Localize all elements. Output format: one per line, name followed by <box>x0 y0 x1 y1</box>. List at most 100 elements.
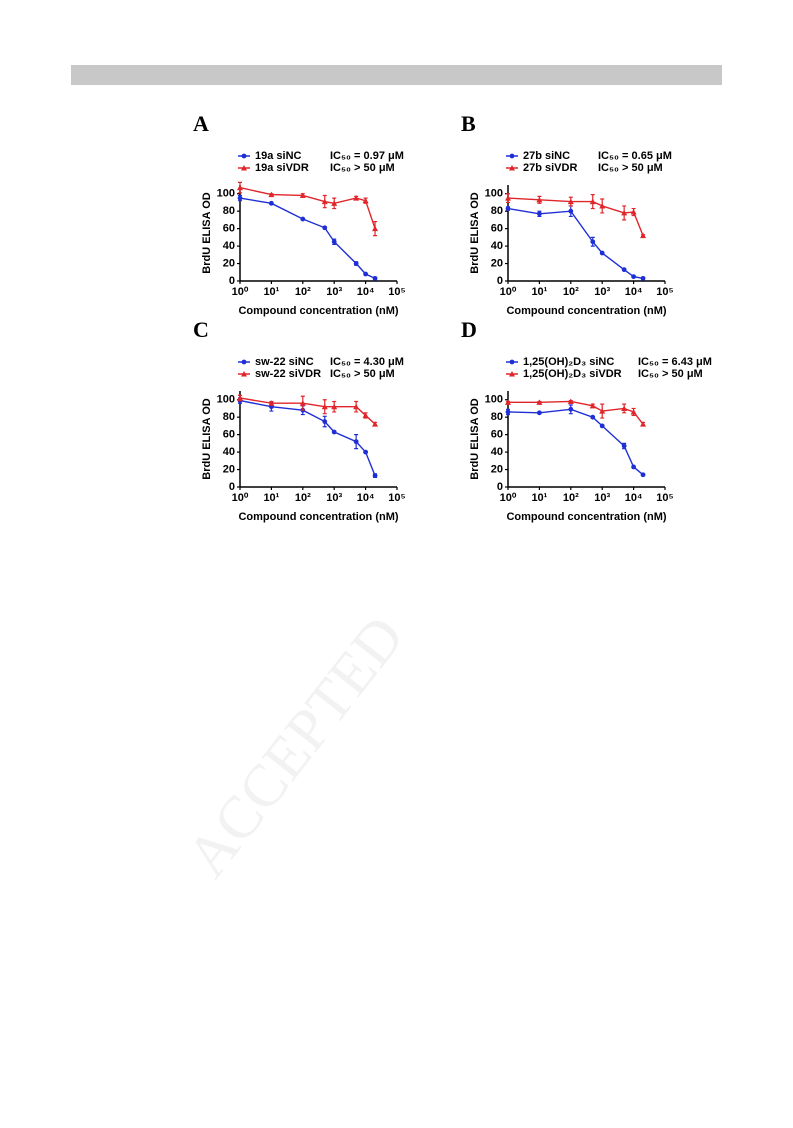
y-tick-label: 20 <box>491 257 503 269</box>
data-point <box>631 464 636 470</box>
data-point <box>353 403 360 410</box>
data-point <box>640 275 646 281</box>
y-tick-label: 100 <box>217 188 235 200</box>
legend-ic50: IC₅₀ = 6.43 μM <box>638 356 712 368</box>
data-point <box>599 202 606 209</box>
legend-ic50: IC₅₀ = 0.97 μM <box>330 150 404 162</box>
data-point <box>509 153 515 159</box>
y-axis-label: BrdU ELISA OD <box>201 192 213 274</box>
x-tick-label: 10⁵ <box>388 286 405 298</box>
legend-ic50: IC₅₀ = 0.65 μM <box>598 150 672 162</box>
y-tick-label: 80 <box>491 205 503 217</box>
data-point <box>537 410 542 416</box>
y-tick-label: 60 <box>223 429 235 441</box>
data-point <box>509 371 515 377</box>
data-point <box>353 439 359 445</box>
y-tick-label: 40 <box>223 446 235 458</box>
y-tick-label: 40 <box>491 446 503 458</box>
y-tick-label: 80 <box>223 205 235 217</box>
data-point <box>505 195 511 201</box>
data-point <box>631 274 636 280</box>
x-tick-label: 10¹ <box>263 492 279 504</box>
data-point <box>331 239 337 245</box>
data-point <box>640 232 647 239</box>
y-tick-label: 0 <box>229 481 235 493</box>
x-tick-label: 10⁵ <box>388 492 405 504</box>
data-point <box>241 359 247 365</box>
x-tick-label: 10⁵ <box>656 492 673 504</box>
x-axis-label: Compound concentration (nM) <box>238 305 398 317</box>
legend-label: 19a siNC <box>255 150 302 162</box>
data-point <box>362 412 369 418</box>
data-point <box>630 408 637 415</box>
y-tick-label: 0 <box>229 275 235 287</box>
data-point <box>599 408 606 414</box>
x-tick-label: 10² <box>295 492 311 504</box>
data-point <box>590 239 596 245</box>
data-point <box>299 400 306 406</box>
x-tick-label: 10² <box>295 286 311 298</box>
legend-label: 1,25(OH)₂D₃ siNC <box>523 356 614 368</box>
data-point <box>237 195 243 201</box>
y-axis-label: BrdU ELISA OD <box>201 398 213 480</box>
data-point <box>322 419 328 424</box>
data-point <box>241 371 247 377</box>
y-tick-label: 60 <box>491 429 503 441</box>
data-point <box>536 196 543 203</box>
y-tick-label: 40 <box>223 240 235 252</box>
x-tick-label: 10⁰ <box>500 286 517 298</box>
data-point <box>241 165 247 171</box>
data-point <box>299 192 306 198</box>
data-point <box>621 267 627 273</box>
legend-label: 27b siNC <box>523 150 570 162</box>
data-point <box>536 399 543 405</box>
data-point <box>241 153 247 159</box>
data-point <box>372 225 379 232</box>
y-tick-label: 100 <box>485 188 503 200</box>
data-point <box>505 409 511 415</box>
x-tick-label: 10⁴ <box>357 286 375 298</box>
data-point <box>237 394 243 401</box>
data-point <box>269 200 274 206</box>
data-point <box>372 421 379 427</box>
y-tick-label: 80 <box>491 411 503 423</box>
legend-ic50: IC₅₀ > 50 μM <box>330 368 395 380</box>
legend-ic50: IC₅₀ > 50 μM <box>638 368 703 380</box>
watermark: ACCEPTED <box>174 604 417 889</box>
data-point <box>363 449 368 455</box>
y-tick-label: 100 <box>485 394 503 406</box>
legend-label: sw-22 siVDR <box>255 368 321 380</box>
series-line <box>239 397 376 425</box>
legend-label: 27b siVDR <box>523 162 577 174</box>
data-point <box>630 209 637 215</box>
data-point <box>300 216 306 222</box>
y-tick-label: 60 <box>223 223 235 235</box>
data-point <box>372 275 378 281</box>
x-tick-label: 10⁴ <box>625 492 643 504</box>
data-point <box>567 398 574 404</box>
x-tick-label: 10³ <box>326 492 342 504</box>
x-tick-label: 10⁰ <box>500 492 517 504</box>
y-tick-label: 20 <box>223 463 235 475</box>
y-tick-label: 0 <box>497 481 503 493</box>
data-point <box>372 473 378 479</box>
y-tick-label: 0 <box>497 275 503 287</box>
data-point <box>621 209 628 216</box>
x-axis-label: Compound concentration (nM) <box>238 511 398 523</box>
data-point <box>567 198 574 205</box>
legend-ic50: IC₅₀ > 50 μM <box>598 162 663 174</box>
x-axis-label: Compound concentration (nM) <box>506 511 666 523</box>
series-line <box>507 408 644 476</box>
data-point <box>640 421 647 427</box>
data-point <box>509 165 515 171</box>
data-point <box>589 198 596 205</box>
y-tick-label: 20 <box>223 257 235 269</box>
data-point <box>363 271 368 277</box>
y-tick-label: 60 <box>491 223 503 235</box>
data-point <box>621 443 627 449</box>
data-point <box>599 250 605 256</box>
y-axis-label: BrdU ELISA OD <box>469 192 481 274</box>
data-point <box>640 472 646 478</box>
y-tick-label: 100 <box>217 394 235 406</box>
